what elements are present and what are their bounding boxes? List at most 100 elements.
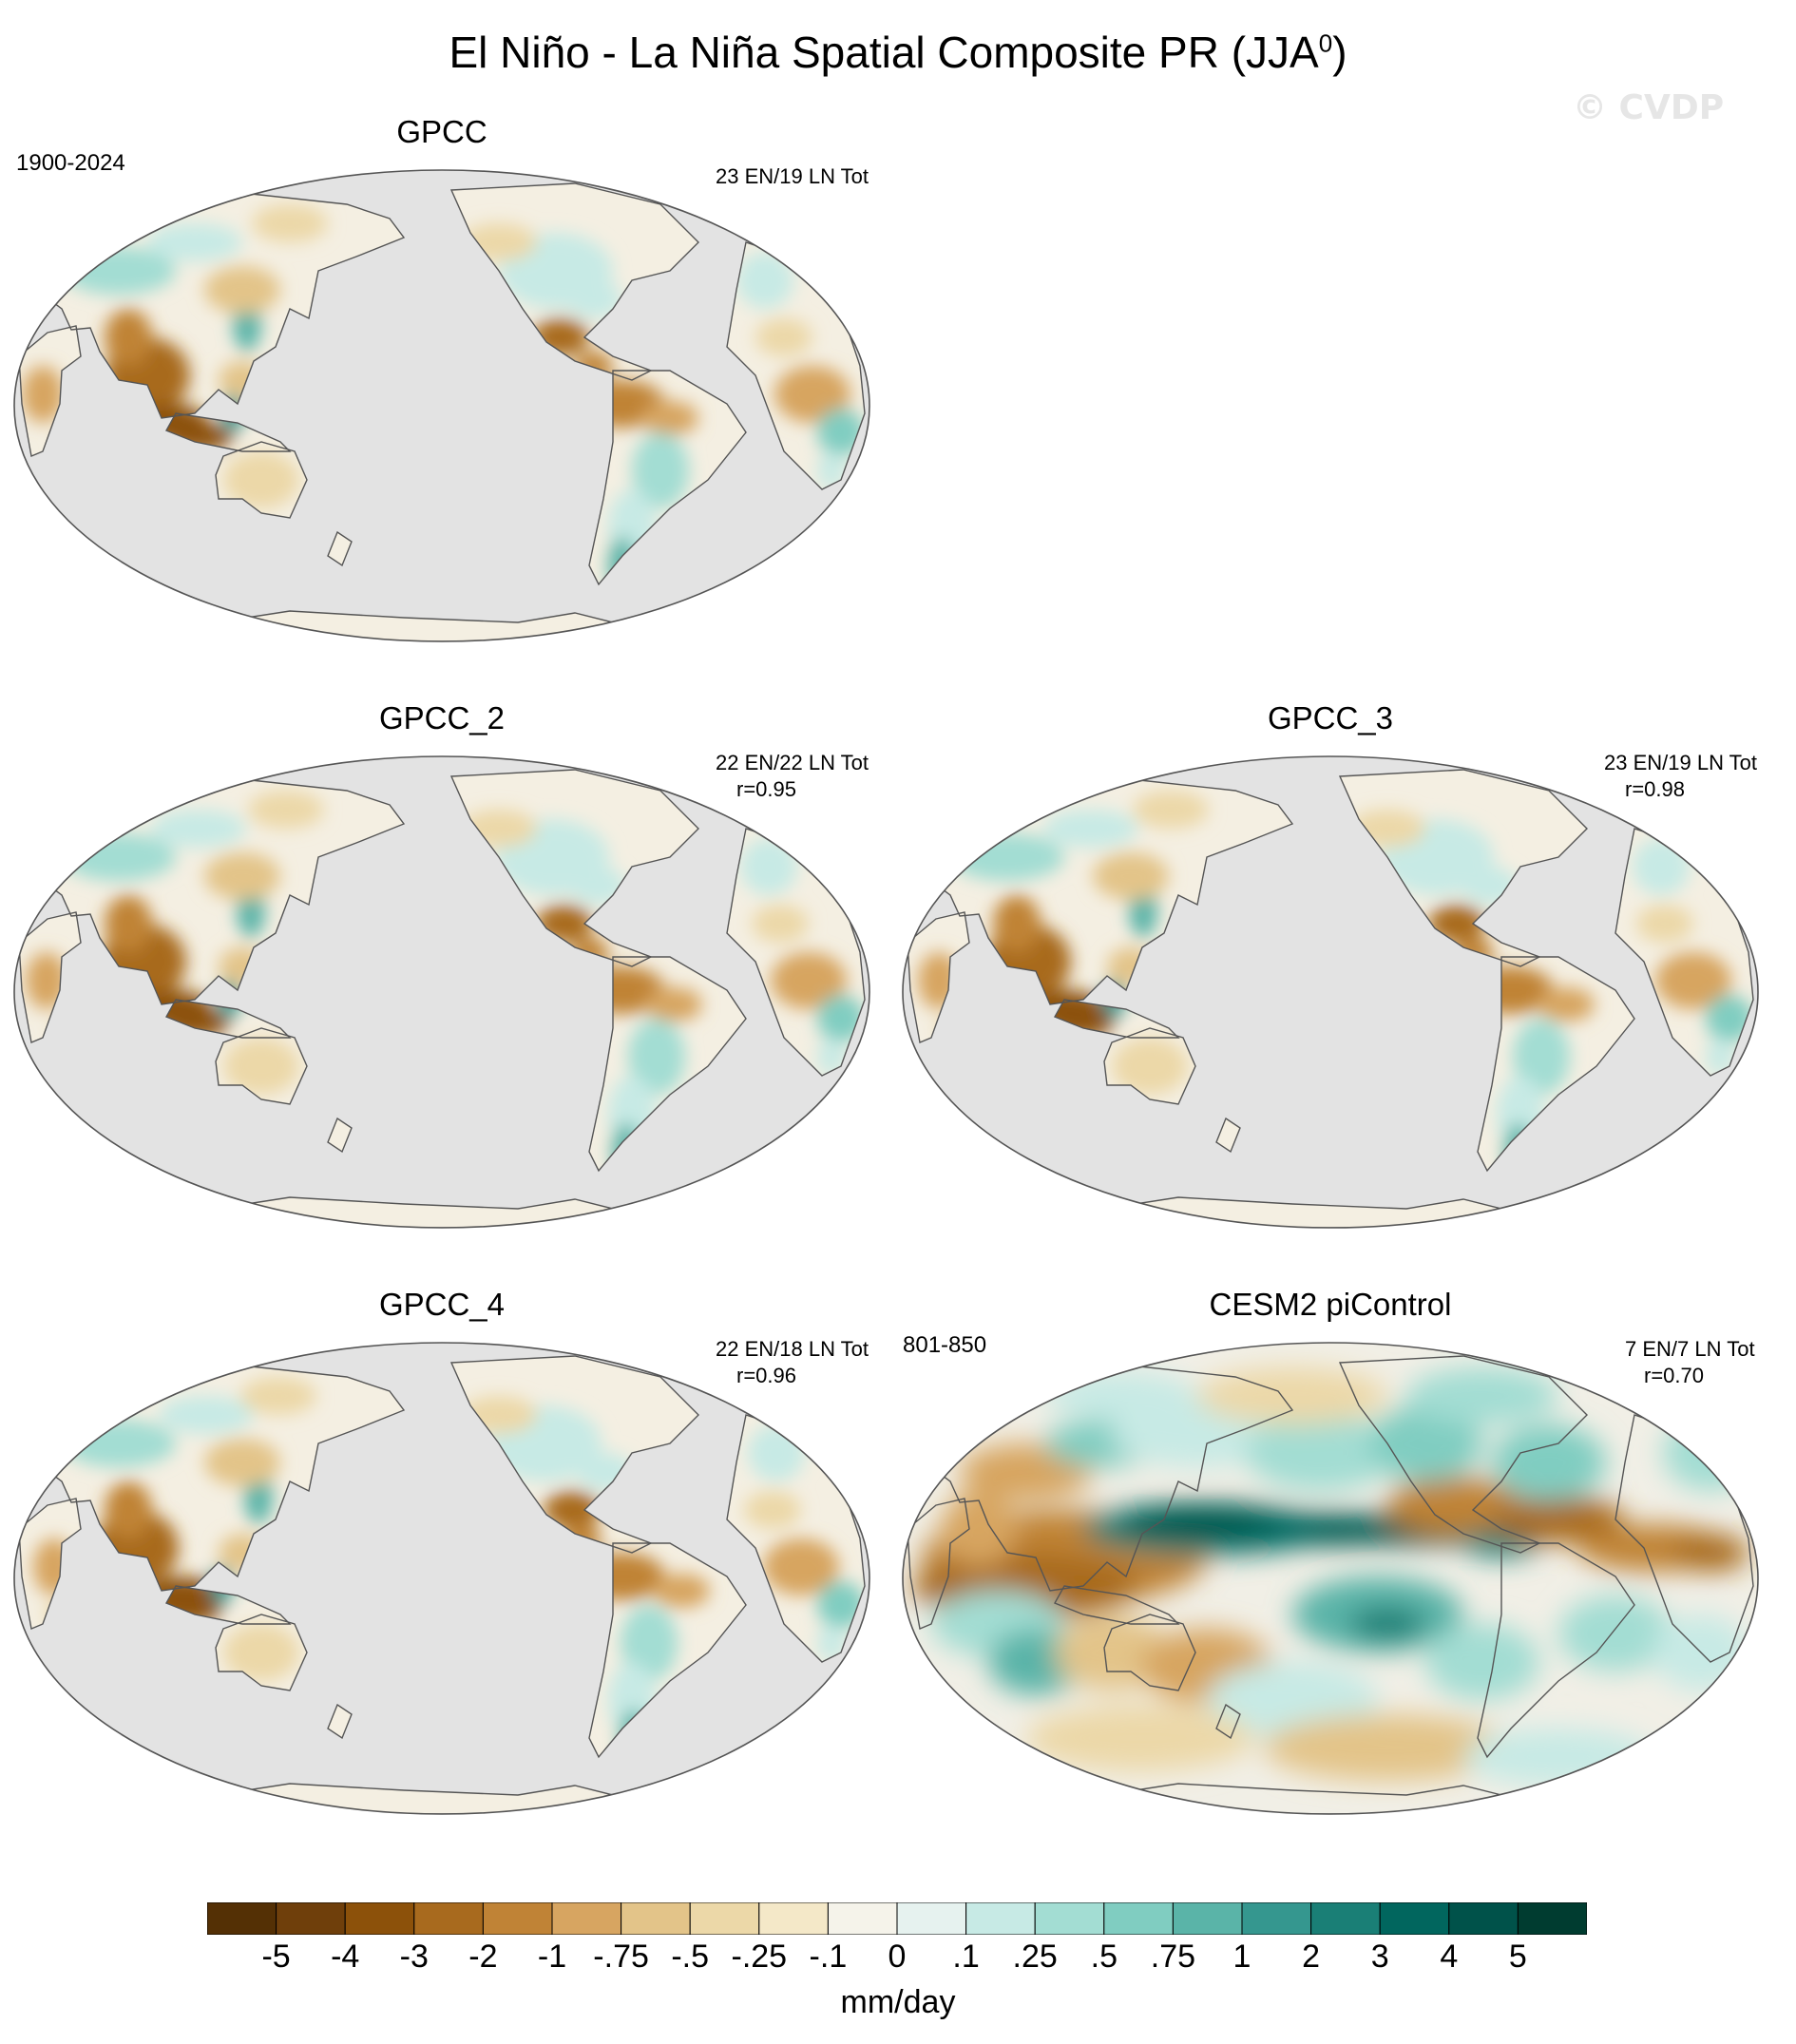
colorbar-labels: -5 -4 -3 -2 -1 -.75 -.5 -.25 -.1 0 .1 .25 .5 .75 1 2 3 4 5 <box>207 1939 1587 1986</box>
coastline-australia <box>1103 1027 1196 1105</box>
precip-anomaly-blob <box>544 1491 601 1529</box>
coastline-northAmerica <box>1338 1355 1588 1554</box>
colorbar-tick-label: -.75 <box>593 1939 649 1975</box>
panel-title: CESM2 piControl <box>1209 1287 1452 1322</box>
precip-anomaly-blob <box>736 252 793 309</box>
colorbar-tick-label: 5 <box>1508 1939 1527 1975</box>
ocean-background <box>14 756 869 1228</box>
precip-anomaly-blob <box>1672 1534 1748 1572</box>
precip-anomaly-blob <box>1264 1714 1511 1781</box>
precip-anomaly-blob <box>1492 1424 1606 1500</box>
colorbar-tick-label: 2 <box>1302 1939 1321 1975</box>
colorbar-tick-label: -3 <box>399 1939 429 1975</box>
coastline-australia <box>215 1027 308 1105</box>
precip-anomaly-blob <box>817 1624 846 1662</box>
ocean-background <box>14 1343 869 1814</box>
colorbar-swatch <box>758 1902 829 1935</box>
panel-correlation: r=0.96 <box>736 1364 796 1387</box>
coastline-africa <box>18 325 82 457</box>
colorbar-swatch <box>1103 1902 1174 1935</box>
precip-anomaly-blob <box>653 1574 710 1608</box>
colorbar-tick-label: 0 <box>888 1939 907 1975</box>
coastline-greenland <box>707 1352 780 1406</box>
precip-anomaly-blob <box>993 895 1041 952</box>
coastline-greenland <box>707 180 780 234</box>
precip-anomaly-blob <box>565 280 622 318</box>
coastline-australia <box>215 1614 308 1691</box>
map-frame <box>13 755 870 1229</box>
precip-anomaly-blob <box>628 1019 685 1095</box>
precip-anomaly-blob <box>1492 1496 1625 1543</box>
precip-anomaly-blob <box>817 451 846 489</box>
precip-anomaly-blob <box>621 1605 678 1681</box>
coastline-southAmerica <box>588 370 747 586</box>
precip-anomaly-blob <box>1706 995 1753 1042</box>
precip-anomaly-blob <box>159 1396 254 1434</box>
precip-anomaly-blob <box>1425 1624 1539 1700</box>
map-panel-cesm2: CESM2 piControl 801-850 7 EN/7 LN Tot r=… <box>893 1287 1767 1819</box>
world-map <box>902 755 1759 1229</box>
precip-anomaly-blob <box>1368 1405 1482 1481</box>
map-frame <box>902 755 1759 1229</box>
coastline-nz <box>327 1703 353 1740</box>
colorbar-tick-label: 3 <box>1370 1939 1389 1975</box>
panel-correlation: r=0.95 <box>736 777 796 801</box>
colorbar <box>207 1902 1587 1935</box>
coastline-southAmerica <box>1477 956 1635 1173</box>
panel-correlation: r=0.98 <box>1625 777 1685 801</box>
panel-period: 1900-2024 <box>16 150 125 176</box>
colorbar-swatch <box>1241 1902 1312 1935</box>
coastline-southAmerica <box>1477 1542 1635 1759</box>
precip-anomaly-blob <box>569 867 626 905</box>
precip-anomaly-blob <box>941 1491 1017 1567</box>
panel-event-count: 23 EN/19 LN Tot <box>716 164 869 188</box>
coastline-nz <box>1215 1117 1241 1154</box>
colorbar-swatch <box>551 1902 622 1935</box>
precip-anomaly-blob <box>645 987 702 1022</box>
precip-anomaly-blob <box>1406 1367 1558 1424</box>
panel-title: GPCC <box>396 114 487 149</box>
coastline-australia <box>215 441 308 519</box>
precip-anomaly-blob <box>151 810 246 848</box>
precip-anomaly-blob <box>1463 1729 1653 1786</box>
map-panel-gpcc3: GPCC_3 23 EN/19 LN Tot r=0.98 <box>893 700 1767 1232</box>
colorbar-tick-label: -.25 <box>731 1939 788 1975</box>
precip-anomaly-blob <box>755 318 812 356</box>
coastline-greenland <box>1595 1352 1669 1406</box>
map-frame <box>902 1342 1759 1815</box>
colorbar-swatch <box>1448 1902 1519 1935</box>
precip-anomaly-blob <box>1636 905 1693 943</box>
precip-anomaly-blob <box>632 432 689 508</box>
colorbar-swatch <box>207 1902 277 1935</box>
precip-anomaly-blob <box>763 1538 839 1595</box>
coastline-australia <box>1103 1614 1196 1691</box>
watermark: © CVDP <box>1573 88 1725 127</box>
coastline-nz <box>327 1117 353 1154</box>
precip-anomaly-blob <box>817 995 865 1042</box>
colorbar-swatch <box>276 1902 346 1935</box>
coastline-nz <box>1215 1703 1241 1740</box>
panel-event-count: 22 EN/22 LN Tot <box>716 751 869 774</box>
colorbar-units: mm/day <box>840 1984 956 2020</box>
colorbar-swatch <box>689 1902 760 1935</box>
precip-anomaly-blob <box>1112 1038 1188 1095</box>
panel-title: GPCC_4 <box>378 1287 506 1322</box>
coastline-indonesia <box>1054 1585 1180 1625</box>
precip-anomaly-blob <box>1538 987 1595 1022</box>
colorbar-tick-label: -5 <box>261 1939 291 1975</box>
colorbar-swatch <box>896 1902 967 1935</box>
colorbar-swatch <box>482 1902 553 1935</box>
precip-anomaly-blob <box>744 1491 801 1529</box>
panel-correlation: r=0.70 <box>1644 1364 1704 1387</box>
map-panel-gpcc: GPCC 1900-2024 23 EN/19 LN Tot <box>5 114 879 646</box>
coastline-indonesia <box>1054 999 1180 1039</box>
precip-anomaly-blob <box>1245 1415 1397 1491</box>
map-frame <box>13 1342 870 1815</box>
coastline-northAmerica <box>449 182 699 381</box>
coastline-africa <box>18 911 82 1043</box>
colorbar-tick-label: .1 <box>952 1939 980 1975</box>
precip-anomaly-blob <box>223 1624 299 1681</box>
precip-anomaly-blob <box>1093 852 1169 900</box>
precip-anomaly-blob <box>748 1424 805 1481</box>
colorbar-swatch <box>1172 1902 1243 1935</box>
